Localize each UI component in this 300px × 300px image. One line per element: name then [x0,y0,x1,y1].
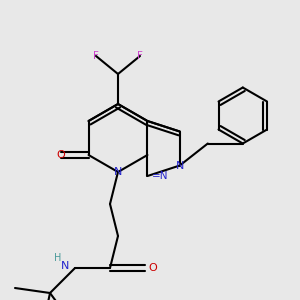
Text: N: N [61,261,69,271]
Text: N: N [176,160,184,170]
Text: N: N [114,167,122,177]
Text: O: O [56,150,65,160]
Text: F: F [137,51,143,61]
Text: =N: =N [152,171,168,181]
Text: F: F [93,51,99,61]
Text: H: H [54,253,61,263]
Text: O: O [148,263,158,273]
